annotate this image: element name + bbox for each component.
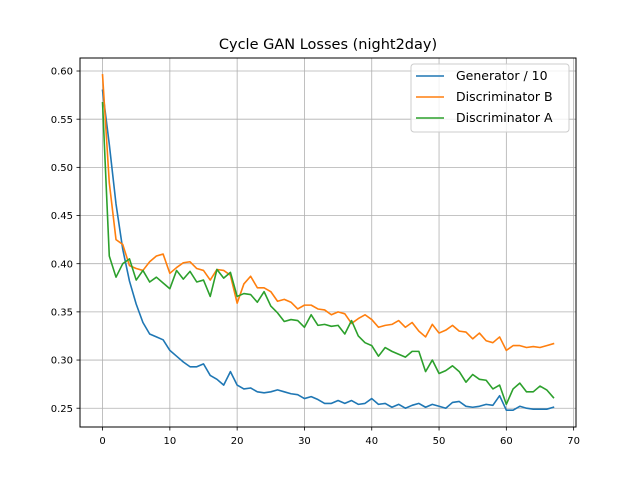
x-tick-label: 70 xyxy=(567,436,580,447)
y-tick-label: 0.60 xyxy=(51,67,73,78)
y-tick-label: 0.25 xyxy=(51,404,73,415)
legend-label: Generator / 10 xyxy=(456,68,548,83)
x-tick-label: 30 xyxy=(298,436,311,447)
x-tick-label: 60 xyxy=(500,436,513,447)
x-tick-label: 50 xyxy=(433,436,446,447)
series-line-1 xyxy=(101,89,555,411)
y-tick-label: 0.30 xyxy=(51,356,73,367)
plot-area-frame xyxy=(79,57,577,428)
y-tick-label: 0.50 xyxy=(51,163,73,174)
x-axis-ticks: 0 10 20 30 40 50 60 70 xyxy=(99,427,580,447)
x-tick-label: 10 xyxy=(163,436,176,447)
series-line-3 xyxy=(101,101,555,406)
x-tick-label: 0 xyxy=(99,436,105,447)
legend-entries: Generator / 10 Discriminator B Discriminat… xyxy=(416,68,553,125)
y-tick-label: 0.55 xyxy=(51,115,73,126)
legend: Generator / 10 Discriminator B Discriminat… xyxy=(410,63,570,133)
x-tick-label: 40 xyxy=(365,436,378,447)
y-tick-label: 0.40 xyxy=(51,259,73,270)
y-axis-ticks: 0.25 0.30 0.35 0.40 0.45 0.50 0.55 0.60 xyxy=(51,67,80,415)
series-lines xyxy=(101,74,555,411)
y-tick-label: 0.35 xyxy=(51,307,73,318)
chart-title: Cycle GAN Losses (night2day) xyxy=(219,37,437,53)
legend-label: Discriminator B xyxy=(456,89,553,104)
legend-box xyxy=(410,63,570,133)
y-tick-label: 0.45 xyxy=(51,211,73,222)
series-line-2 xyxy=(101,74,555,352)
legend-label: Discriminator A xyxy=(456,110,553,125)
x-tick-label: 20 xyxy=(231,436,244,447)
